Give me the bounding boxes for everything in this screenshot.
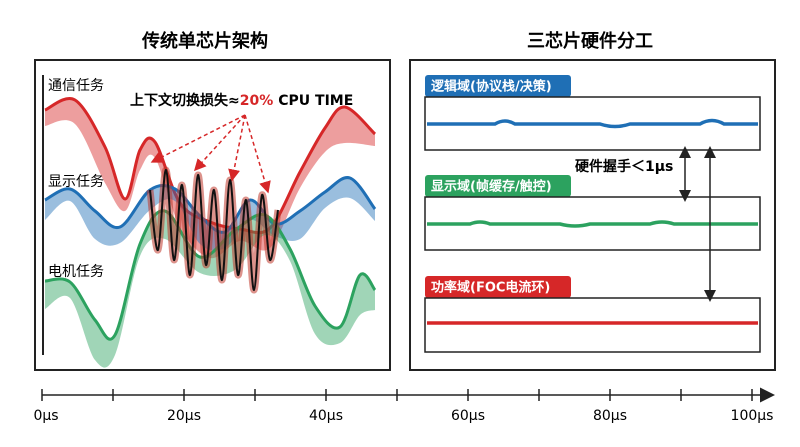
task-label: 通信任务: [48, 78, 104, 94]
axis-tick-label: 100μs: [731, 408, 774, 424]
domain-label: 显示域(帧缓存/触控): [431, 179, 552, 195]
task-label: 显示任务: [48, 174, 104, 190]
curves: [44, 97, 377, 368]
domain-signal: [427, 220, 758, 228]
annotation-highlight: 20%: [240, 93, 274, 109]
annotation-suffix: CPU TIME: [278, 93, 353, 109]
annotation-prefix: 上下文切换损失≈: [130, 92, 240, 109]
context-switch: [149, 168, 279, 292]
domain-tag: [425, 75, 571, 97]
domain-tag: [425, 175, 571, 197]
axis-tick-label: 20μs: [167, 408, 201, 424]
domain-label: 逻辑域(协议栈/决策): [431, 79, 552, 95]
axis-ticks: 0μs 20μs 40μs 60μs 80μs 100μs: [33, 389, 773, 424]
task-label: 电机任务: [48, 264, 104, 280]
axis-tick-label: 80μs: [593, 408, 627, 424]
axis-tick-label: 40μs: [309, 408, 343, 424]
left-title: 传统单芯片架构: [141, 30, 268, 52]
annotation-arrows: [150, 114, 271, 194]
domain-tag: [425, 276, 571, 298]
task-band: [45, 177, 375, 251]
axis-tick-label: 0μs: [33, 408, 58, 424]
handshake-label: 硬件握手＜1μs: [575, 158, 673, 175]
domain-signal: [427, 118, 758, 129]
annotation: 上下文切换损失≈20% CPU TIME: [130, 92, 353, 109]
domain-label: 功率域(FOC电流环): [431, 280, 550, 296]
domain-box: [424, 297, 761, 353]
axis-tick-label: 60μs: [451, 408, 485, 424]
right-title: 三芯片硬件分工: [527, 30, 653, 52]
